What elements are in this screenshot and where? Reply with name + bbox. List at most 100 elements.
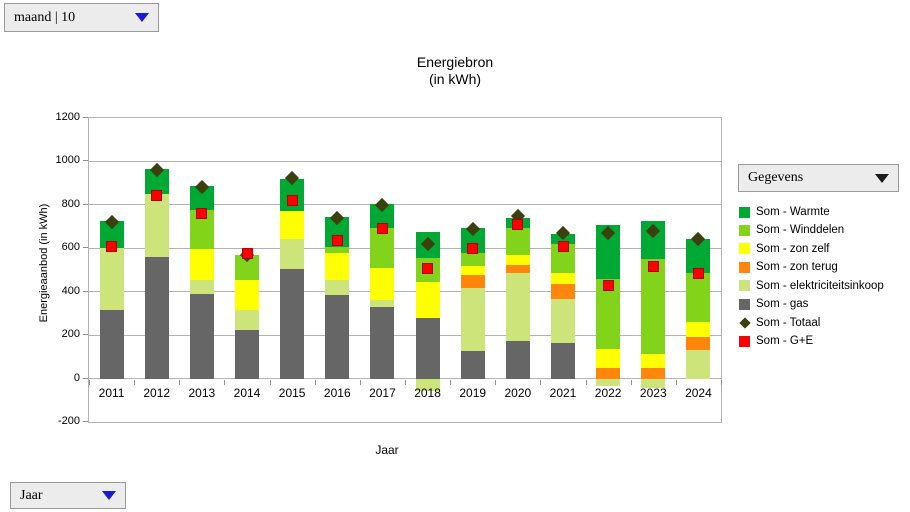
y-tick-label: -200	[57, 415, 80, 427]
bar-segment-som-elektriciteitsinkoop-2019	[460, 288, 485, 352]
square-swatch-icon	[739, 261, 750, 273]
data-field-dropdown[interactable]: Gegevens	[738, 164, 899, 192]
chevron-down-icon	[875, 173, 889, 183]
bar-segment-som-gas-2013	[189, 293, 214, 379]
square-swatch-icon	[739, 224, 750, 236]
x-axis-tick	[720, 379, 722, 385]
x-tick-label: 2016	[323, 385, 351, 400]
bar-segment-som-zon-zelf-2015	[280, 211, 305, 239]
x-axis-tick	[630, 379, 632, 385]
bar-segment-som-elektriciteitsinkoop-2018	[415, 378, 440, 391]
legend-item: Som - Warmte	[739, 204, 830, 220]
bar-segment-som-gas-2021	[551, 342, 575, 379]
y-axis-tick	[83, 421, 88, 422]
bar-segment-som-zon-zelf-2023	[641, 353, 666, 368]
chart-title: Energiebron (in kWh)	[0, 54, 910, 88]
legend-item: Som - elektriciteitsinkoop	[739, 278, 884, 294]
x-axis-tick	[675, 379, 677, 385]
legend-label: Som - G+E	[756, 335, 814, 348]
x-tick-label: 2012	[143, 385, 171, 400]
legend-label: Som - Winddelen	[756, 224, 845, 237]
bar-segment-som-gas-2015	[280, 268, 305, 379]
x-tick-label: 2022	[594, 385, 622, 400]
y-tick-label: 0	[73, 371, 80, 384]
y-axis-tick	[83, 290, 88, 292]
bar-segment-som-gas-2016	[325, 294, 350, 379]
bar-segment-som-elektriciteitsinkoop-2013	[189, 279, 214, 294]
x-axis-tick	[494, 379, 496, 385]
y-axis-tick	[83, 203, 88, 205]
bar-segment-som-gas-2019	[460, 351, 485, 379]
y-axis-tick	[83, 160, 88, 162]
x-axis-tick	[404, 379, 406, 385]
y-tick-label: 1200	[55, 111, 80, 123]
bar-segment-som-gas-2011	[99, 310, 124, 379]
y-axis-tick	[83, 117, 88, 118]
bar-segment-som-zon-terug-2023	[641, 367, 666, 379]
bar-segment-som-zon-zelf-2022	[596, 349, 621, 368]
legend-item: Som - zon zelf	[739, 241, 830, 257]
chart-title-sub: (in kWh)	[428, 71, 482, 87]
marker-g+e-2015	[286, 195, 298, 206]
square-swatch-icon	[739, 243, 750, 255]
gridline	[89, 204, 721, 206]
bar-segment-som-zon-terug-2019	[460, 275, 485, 289]
bar-segment-som-zon-zelf-2017	[370, 267, 395, 301]
chevron-down-icon	[102, 491, 116, 500]
x-tick-label: 2013	[188, 385, 216, 400]
x-axis-tick	[585, 379, 587, 385]
marker-g+e-2020	[512, 218, 524, 230]
bar-segment-som-winddelen-2016	[325, 247, 350, 253]
bar-segment-som-elektriciteitsinkoop-2024	[686, 350, 711, 379]
y-axis-tick	[83, 377, 88, 379]
gridline	[89, 334, 721, 336]
bar-segment-som-elektriciteitsinkoop-2021	[551, 299, 575, 343]
y-axis-tick	[83, 247, 88, 249]
bar-segment-som-elektriciteitsinkoop-2017	[370, 300, 395, 307]
square-swatch-icon	[739, 280, 750, 292]
bar-segment-som-gas-2018	[415, 317, 440, 379]
bar-segment-som-elektriciteitsinkoop-2022	[596, 378, 621, 387]
y-tick-label: 400	[61, 284, 80, 297]
bar-segment-som-elektriciteitsinkoop-2016	[325, 279, 350, 295]
square-swatch-icon	[739, 206, 750, 218]
legend-item: Som - zon terug	[739, 259, 838, 275]
bar-segment-som-elektriciteitsinkoop-2023	[641, 378, 666, 389]
bar-segment-som-gas-2017	[370, 306, 395, 379]
bar-segment-som-winddelen-2019	[460, 252, 485, 266]
marker-g+e-2016	[331, 235, 343, 247]
legend-label: Som - Warmte	[756, 206, 830, 218]
legend-item: Som - gas	[739, 296, 808, 312]
bar-segment-som-warmte-2017	[370, 203, 395, 228]
diamond-icon	[739, 317, 751, 329]
legend-label: Som - zon zelf	[756, 242, 830, 255]
bar-segment-som-zon-zelf-2016	[325, 252, 350, 280]
row-field-dropdown[interactable]: Jaar	[10, 482, 126, 509]
bar-segment-som-zon-zelf-2014	[235, 279, 259, 311]
x-axis-tick	[539, 379, 541, 385]
page-field-dropdown[interactable]: maand | 10	[4, 3, 159, 32]
x-tick-label: 2011	[98, 385, 125, 400]
x-axis-tick	[88, 379, 90, 385]
y-tick-label: 600	[61, 241, 80, 254]
x-axis-tick	[269, 379, 271, 385]
gridline	[89, 291, 721, 293]
data-field-label: Gegevens	[748, 170, 804, 185]
bar-segment-som-zon-zelf-2020	[505, 254, 530, 265]
square-swatch-icon	[739, 298, 750, 310]
x-axis-tick	[178, 379, 180, 385]
x-axis-tick	[314, 379, 316, 385]
y-tick-label: 800	[61, 197, 80, 210]
legend-label: Som - elektriciteitsinkoop	[756, 279, 884, 292]
chart-title-main: Energiebron	[416, 54, 494, 70]
x-tick-label: 2018	[414, 385, 441, 400]
page-field-label: maand | 10	[14, 9, 76, 25]
bar-segment-som-zon-zelf-2018	[415, 281, 440, 318]
marker-g+e-2011	[106, 240, 118, 252]
marker-g+e-2018	[422, 263, 434, 275]
bar-segment-som-zon-terug-2022	[596, 367, 621, 379]
bar-segment-som-zon-zelf-2021	[551, 273, 575, 285]
x-axis-tick	[449, 379, 451, 385]
bar-segment-som-elektriciteitsinkoop-2015	[280, 238, 305, 269]
bar-segment-som-gas-2014	[235, 329, 259, 379]
